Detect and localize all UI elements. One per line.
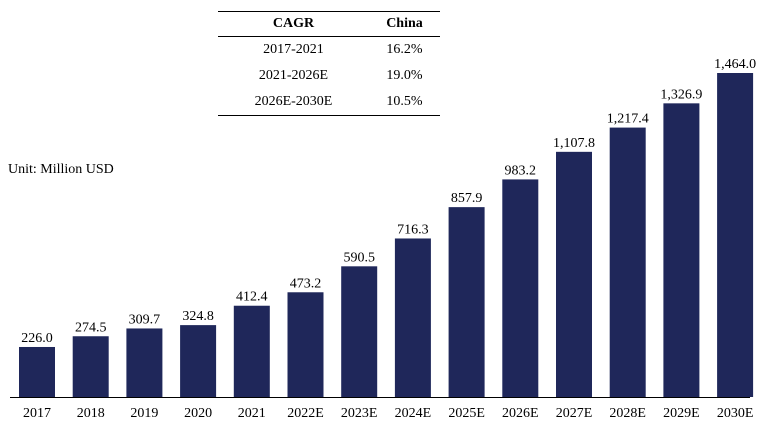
data-label: 1,464.0 xyxy=(714,57,756,72)
data-label: 412.4 xyxy=(236,290,268,305)
x-tick-label: 2023E xyxy=(341,406,378,421)
x-tick-label: 2024E xyxy=(395,406,432,421)
data-label: 226.0 xyxy=(21,331,53,346)
bar xyxy=(394,238,431,397)
data-label: 1,107.8 xyxy=(553,136,595,151)
cagr-value: 16.2% xyxy=(386,42,423,57)
cagr-table-header-row: CAGR China xyxy=(218,11,440,37)
x-tick-label: 2026E xyxy=(502,406,539,421)
bar xyxy=(19,346,55,397)
cagr-period: 2017-2021 xyxy=(263,42,324,57)
x-tick-label: 2028E xyxy=(609,406,646,421)
cagr-table-row: 2021-2026E 19.0% xyxy=(218,63,440,89)
cagr-table-row: 2017-2021 16.2% xyxy=(218,37,440,64)
unit-label: Unit: Million USD xyxy=(8,162,114,177)
cagr-period: 2026E-2030E xyxy=(218,89,369,116)
bar xyxy=(180,325,217,397)
cagr-table-row: 2026E-2030E 10.5% xyxy=(218,89,440,116)
x-tick-label: 2021 xyxy=(238,406,266,421)
bar xyxy=(287,292,324,397)
data-label: 324.8 xyxy=(182,309,214,324)
x-tick-label: 2029E xyxy=(663,406,700,421)
x-tick-label: 2018 xyxy=(77,406,105,421)
bar xyxy=(663,103,700,398)
bar xyxy=(556,151,592,397)
bar xyxy=(126,328,163,397)
data-label: 716.3 xyxy=(397,222,429,237)
china-header: China xyxy=(368,11,440,37)
cagr-period: 2021-2026E xyxy=(258,68,329,83)
cagr-value: 19.0% xyxy=(386,68,423,83)
bar xyxy=(609,127,646,397)
bar xyxy=(72,336,109,397)
data-label: 590.5 xyxy=(343,250,375,265)
data-label: 309.7 xyxy=(129,312,161,327)
bar xyxy=(502,179,539,397)
x-tick-label: 2027E xyxy=(556,406,593,421)
x-tick-label: 2022E xyxy=(287,406,324,421)
cagr-table: CAGR China 2017-2021 16.2% 2021-2026E 19… xyxy=(218,11,440,116)
x-tick-label: 2019 xyxy=(130,406,158,421)
x-tick-label: 2020 xyxy=(184,406,212,421)
data-label: 983.2 xyxy=(505,163,537,178)
bar xyxy=(341,266,378,397)
bar xyxy=(233,305,270,397)
data-label: 274.5 xyxy=(75,320,107,335)
cagr-header: CAGR xyxy=(218,11,369,37)
bar xyxy=(717,73,754,397)
data-label: 857.9 xyxy=(451,191,483,206)
x-tick-label: 2017 xyxy=(23,406,51,421)
data-label: 1,326.9 xyxy=(660,87,702,102)
cagr-value: 10.5% xyxy=(368,89,440,116)
data-label: 1,217.4 xyxy=(607,112,649,127)
x-tick-label: 2030E xyxy=(717,406,754,421)
x-tick-label: 2025E xyxy=(448,406,485,421)
data-label: 473.2 xyxy=(290,276,322,291)
bar xyxy=(448,207,485,397)
